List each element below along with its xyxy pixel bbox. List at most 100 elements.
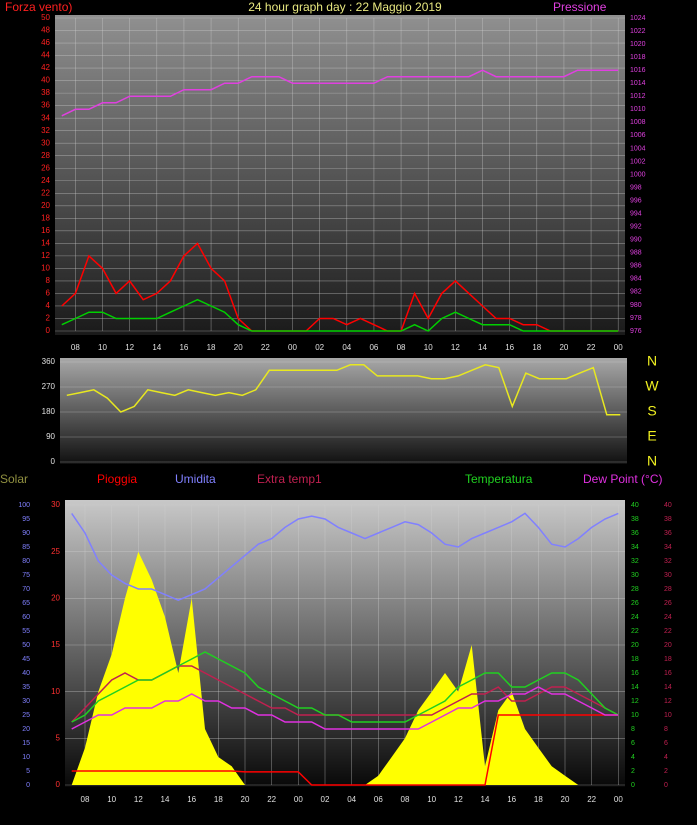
x-tick-label: 14	[161, 795, 170, 804]
x-tick-label: 10	[107, 795, 116, 804]
y-tick-label: 1018	[630, 54, 646, 61]
y-tick-label: 10	[51, 687, 60, 696]
y-tick-label: 4	[631, 754, 635, 761]
x-tick-label: 00	[294, 795, 303, 804]
y-tick-label: 8	[664, 726, 668, 733]
area	[71, 551, 619, 785]
legend-entry: Dew Point (°C)	[583, 472, 662, 486]
y-tick-label: 0	[46, 326, 51, 335]
y-tick-label: 1022	[630, 28, 646, 35]
y-tick-label: 1012	[630, 93, 646, 100]
y-tick-label: 34	[631, 544, 639, 551]
y-tick-label: 12	[41, 251, 50, 260]
y-tick-label: N	[647, 453, 657, 469]
y-tick-label: 24	[631, 614, 639, 621]
y-tick-label: 20	[51, 593, 60, 602]
y-tick-label: 22	[41, 188, 50, 197]
y-tick-label: 8	[631, 726, 635, 733]
x-tick-label: 16	[179, 343, 188, 352]
y-tick-label: E	[647, 428, 656, 444]
y-tick-label: 4	[46, 301, 51, 310]
y-tick-label: 16	[664, 670, 672, 677]
y-tick-label: 30	[631, 572, 639, 579]
y-tick-label: 998	[630, 184, 642, 191]
y-tick-label: 0	[26, 782, 30, 789]
x-tick-label: 12	[451, 343, 460, 352]
y-tick-label: 90	[22, 530, 30, 537]
y-tick-label: 100	[18, 502, 30, 509]
legend-entry: Temperatura	[465, 472, 533, 486]
y-tick-label: 30	[41, 138, 50, 147]
y-tick-label: 0	[56, 780, 61, 789]
y-tick-label: 32	[664, 558, 672, 565]
y-tick-label: 48	[41, 26, 50, 35]
y-tick-label: W	[645, 378, 659, 394]
x-tick-label: 06	[369, 343, 378, 352]
x-tick-label: 18	[214, 795, 223, 804]
y-tick-label: 980	[630, 302, 642, 309]
y-tick-label: 24	[41, 176, 50, 185]
y-tick-label: 20	[631, 642, 639, 649]
y-tick-label: 1024	[630, 15, 646, 22]
y-tick-label: 10	[22, 754, 30, 761]
y-tick-label: 996	[630, 197, 642, 204]
y-tick-label: 40	[664, 502, 672, 509]
y-tick-label: 55	[22, 628, 30, 635]
y-tick-label: 2	[664, 768, 668, 775]
y-tick-label: 34	[664, 544, 672, 551]
axis-label: Pressione	[553, 0, 607, 14]
y-tick-label: 5	[26, 768, 30, 775]
x-tick-label: 20	[559, 343, 568, 352]
y-tick-label: 85	[22, 544, 30, 551]
y-tick-label: 1004	[630, 145, 646, 152]
y-tick-label: 38	[664, 516, 672, 523]
y-tick-label: 50	[41, 13, 50, 22]
y-tick-label: 992	[630, 224, 642, 231]
y-tick-label: 24	[664, 614, 672, 621]
y-tick-label: 25	[51, 547, 60, 556]
y-tick-label: 18	[664, 656, 672, 663]
y-tick-label: 6	[631, 740, 635, 747]
line	[71, 651, 619, 723]
y-tick-label: 994	[630, 210, 642, 217]
y-tick-label: 20	[22, 726, 30, 733]
y-tick-label: 90	[46, 432, 55, 441]
y-tick-label: 0	[631, 782, 635, 789]
line	[71, 714, 619, 786]
y-tick-label: 16	[41, 226, 50, 235]
y-tick-label: 30	[51, 500, 60, 509]
x-tick-label: 16	[507, 795, 516, 804]
x-tick-label: 12	[134, 795, 143, 804]
y-tick-label: 22	[631, 628, 639, 635]
x-tick-label: 02	[315, 343, 324, 352]
y-tick-label: S	[647, 403, 656, 419]
x-tick-label: 14	[152, 343, 161, 352]
y-tick-label: 270	[42, 382, 56, 391]
y-tick-label: 360	[42, 357, 56, 366]
x-tick-label: 06	[374, 795, 383, 804]
y-tick-label: 30	[664, 572, 672, 579]
y-tick-label: 1020	[630, 41, 646, 48]
x-tick-label: 22	[267, 795, 276, 804]
x-tick-label: 20	[234, 343, 243, 352]
x-tick-label: 00	[288, 343, 297, 352]
x-tick-label: 08	[401, 795, 410, 804]
y-tick-label: 16	[631, 670, 639, 677]
x-tick-label: 10	[427, 795, 436, 804]
x-tick-label: 22	[587, 795, 596, 804]
y-tick-label: 46	[41, 38, 50, 47]
y-tick-label: 36	[41, 101, 50, 110]
x-tick-label: 02	[321, 795, 330, 804]
y-tick-label: 1006	[630, 132, 646, 139]
y-tick-label: 35	[22, 684, 30, 691]
y-tick-label: 1008	[630, 119, 646, 126]
y-tick-label: 982	[630, 289, 642, 296]
y-tick-label: 10	[631, 712, 639, 719]
y-tick-label: 20	[41, 201, 50, 210]
y-tick-label: 1010	[630, 106, 646, 113]
plot-background	[55, 15, 625, 335]
x-tick-label: 04	[347, 795, 356, 804]
x-tick-label: 12	[125, 343, 134, 352]
y-tick-label: 26	[664, 600, 672, 607]
y-tick-label: 26	[41, 163, 50, 172]
